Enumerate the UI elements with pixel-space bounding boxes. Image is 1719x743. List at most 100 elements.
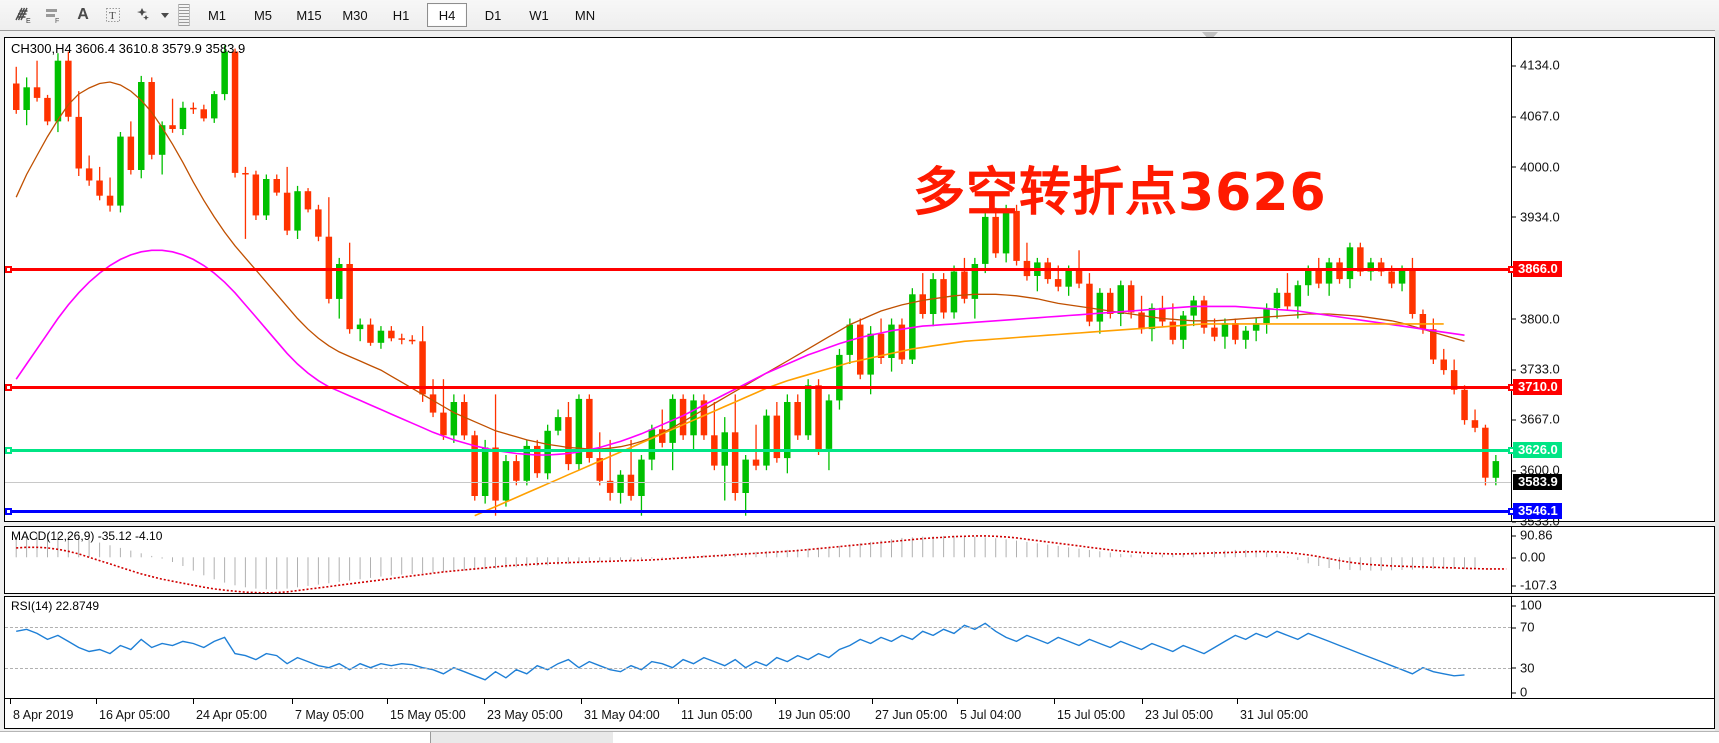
timeframe-mn[interactable]: MN <box>574 7 596 23</box>
time-axis-label: 8 Apr 2019 <box>13 708 74 722</box>
time-axis-label: 24 Apr 05:00 <box>196 708 267 722</box>
rsi-axis-tick: 70 <box>1512 620 1534 635</box>
time-axis-label: 11 Jun 05:00 <box>681 708 753 722</box>
price-level-handle[interactable] <box>5 508 12 516</box>
time-axis-tick <box>581 699 582 704</box>
last-price-line <box>5 482 1511 484</box>
time-axis-tick <box>484 699 485 704</box>
chart-title: CH300,H4 3606.4 3610.8 3579.9 3583.9 <box>11 41 246 56</box>
time-axis[interactable]: 8 Apr 2019 16 Apr 05:00 24 Apr 05:00 7 May … <box>4 699 1715 729</box>
price-axis-tick: 3800.0 <box>1512 311 1560 326</box>
rsi-level-line-70 <box>5 627 1511 629</box>
price-level-line-3626-0[interactable] <box>5 447 1511 455</box>
time-axis-tick <box>96 699 97 704</box>
time-axis-tick <box>1054 699 1055 704</box>
rsi-series <box>16 622 1465 681</box>
text-label-icon[interactable]: T <box>98 2 128 28</box>
fullscreen-grid-icon[interactable]: F <box>38 2 68 28</box>
macd-axis-tick: 0.00 <box>1512 550 1545 565</box>
timeframe-m5[interactable]: M5 <box>253 7 273 23</box>
macd-title: MACD(12,26,9) -35.12 -4.10 <box>11 529 163 543</box>
macd-axis[interactable]: 90.86 0.00 -107.3 <box>1511 527 1714 593</box>
timeframe-h4[interactable]: H4 <box>427 3 467 27</box>
chart-shift-marker <box>1202 32 1218 41</box>
status-bar <box>0 731 1719 743</box>
price-level-axis-handle[interactable] <box>1508 383 1515 391</box>
time-axis-tick <box>193 699 194 704</box>
time-axis-tick <box>678 699 679 704</box>
time-axis-label: 15 May 05:00 <box>390 708 466 722</box>
time-axis-tick <box>957 699 958 704</box>
timeframe-m1[interactable]: M1 <box>207 7 227 23</box>
time-axis-tick <box>1142 699 1143 704</box>
time-axis-tick <box>387 699 388 704</box>
macd-axis-tick: -107.3 <box>1512 578 1557 593</box>
timeframe-h1[interactable]: H1 <box>392 7 410 23</box>
svg-text:F: F <box>55 18 59 25</box>
price-axis-tick: 3600.0 <box>1512 463 1560 478</box>
objects-icon[interactable] <box>128 2 158 28</box>
macd-plot-area[interactable] <box>5 527 1511 593</box>
price-level-handle[interactable] <box>5 447 12 455</box>
time-axis-tick <box>775 699 776 704</box>
price-level-handle[interactable] <box>5 265 12 273</box>
price-level-axis-handle[interactable] <box>1508 265 1515 273</box>
price-level-label-3710-0: 3710.0 <box>1513 378 1562 395</box>
timeframe-m30[interactable]: M30 <box>342 7 368 23</box>
price-axis-tick: 3667.0 <box>1512 412 1560 427</box>
rsi-axis-tick: 30 <box>1512 660 1534 675</box>
price-axis[interactable]: 4134.0 4067.0 4000.0 3934.0 3800.0 3733.0 3667… <box>1508 38 1714 529</box>
price-level-label-3626-0: 3626.0 <box>1513 442 1562 459</box>
rsi-panel[interactable]: 100 70 30 0 RSI(14) 22.8749 <box>4 596 1715 700</box>
price-axis-tick: 3934.0 <box>1512 209 1560 224</box>
time-axis-label: 31 Jul 05:00 <box>1240 708 1309 722</box>
time-axis-tick <box>10 699 11 704</box>
status-bar-segment <box>0 732 431 743</box>
price-level-line-3710-0[interactable] <box>5 383 1511 391</box>
price-chart-panel[interactable]: 4134.0 4067.0 4000.0 3934.0 3800.0 3733.0 3667… <box>4 37 1715 529</box>
price-axis-tick: 4000.0 <box>1512 159 1560 174</box>
time-axis-tick <box>1237 699 1238 704</box>
time-axis-label: 27 Jun 05:00 <box>875 708 948 722</box>
price-level-label-3866-0: 3866.0 <box>1513 260 1562 277</box>
time-axis-label: 5 Jul 04:00 <box>960 708 1022 722</box>
macd-panel[interactable]: 90.86 0.00 -107.3 MACD(12,26,9) -35.12 -4.… <box>4 526 1715 594</box>
expert-advisor-icon[interactable]: E <box>8 2 38 28</box>
price-level-axis-handle[interactable] <box>1508 447 1515 455</box>
chevron-down-icon[interactable] <box>158 2 172 28</box>
price-plot-area[interactable] <box>5 38 1511 521</box>
svg-text:E: E <box>26 18 31 25</box>
svg-text:T: T <box>109 10 116 22</box>
price-level-label-3546-1: 3546.1 <box>1513 503 1562 520</box>
time-axis-label: 31 May 04:00 <box>584 708 660 722</box>
rsi-axis[interactable]: 100 70 30 0 <box>1511 597 1714 700</box>
rsi-level-line-30 <box>5 667 1511 669</box>
price-axis-tick: 4134.0 <box>1512 58 1560 73</box>
rsi-axis-tick: 100 <box>1512 598 1542 613</box>
price-level-line-3546-1[interactable] <box>5 508 1511 516</box>
timeframe-m15[interactable]: M15 <box>296 7 322 23</box>
price-axis-tick: 4067.0 <box>1512 109 1560 124</box>
macd-series <box>15 533 1507 593</box>
time-axis-tick <box>292 699 293 704</box>
time-axis-label: 7 May 05:00 <box>295 708 364 722</box>
time-axis-label: 15 Jul 05:00 <box>1057 708 1126 722</box>
macd-axis-tick: 90.86 <box>1512 528 1553 543</box>
price-level-axis-handle[interactable] <box>1508 508 1515 516</box>
rsi-axis-tick: 0 <box>1512 685 1527 700</box>
chart-annotation: 多空转折点3626 <box>913 163 1327 223</box>
price-axis-tick: 3733.0 <box>1512 362 1560 377</box>
rsi-plot-area[interactable] <box>5 597 1511 698</box>
price-level-handle[interactable] <box>5 383 12 391</box>
time-axis-tick <box>872 699 873 704</box>
text-tool-icon[interactable]: A <box>77 6 89 23</box>
toolbar-separator <box>178 4 190 26</box>
price-level-line-3866-0[interactable] <box>5 265 1511 273</box>
timeframe-w1[interactable]: W1 <box>529 7 549 23</box>
timeframe-d1[interactable]: D1 <box>484 7 502 23</box>
vertical-scrollbar[interactable] <box>1715 30 1719 731</box>
time-axis-label: 23 Jul 05:00 <box>1145 708 1214 722</box>
status-bar-segment <box>613 732 1719 743</box>
rsi-title: RSI(14) 22.8749 <box>11 599 100 613</box>
